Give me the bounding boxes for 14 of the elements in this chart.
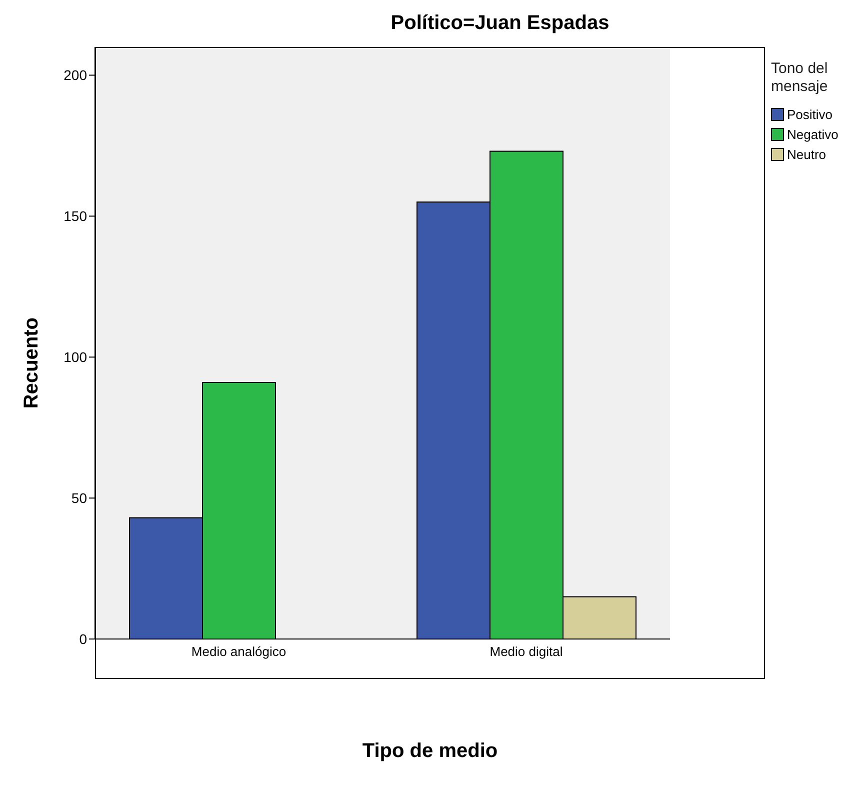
y-tick-label: 150 bbox=[64, 208, 88, 224]
legend-title: Tono del mensaje bbox=[771, 60, 829, 96]
y-axis-title: Recuento bbox=[20, 317, 44, 409]
x-axis-title: Tipo de medio bbox=[361, 740, 499, 763]
legend-label: Positivo bbox=[787, 106, 833, 122]
x-tick-label: Medio digital bbox=[490, 644, 563, 660]
y-tick-label: 0 bbox=[79, 630, 88, 647]
y-tick-label: 100 bbox=[64, 349, 88, 366]
y-tick-label: 200 bbox=[64, 67, 88, 84]
x-tick-label: Medio analógico bbox=[191, 644, 286, 660]
legend-label: Negativo bbox=[787, 126, 838, 142]
chart-title: Político=Juan Espadas bbox=[390, 12, 610, 35]
y-tick-label: 50 bbox=[71, 490, 88, 506]
legend-label: Neutro bbox=[787, 146, 826, 162]
